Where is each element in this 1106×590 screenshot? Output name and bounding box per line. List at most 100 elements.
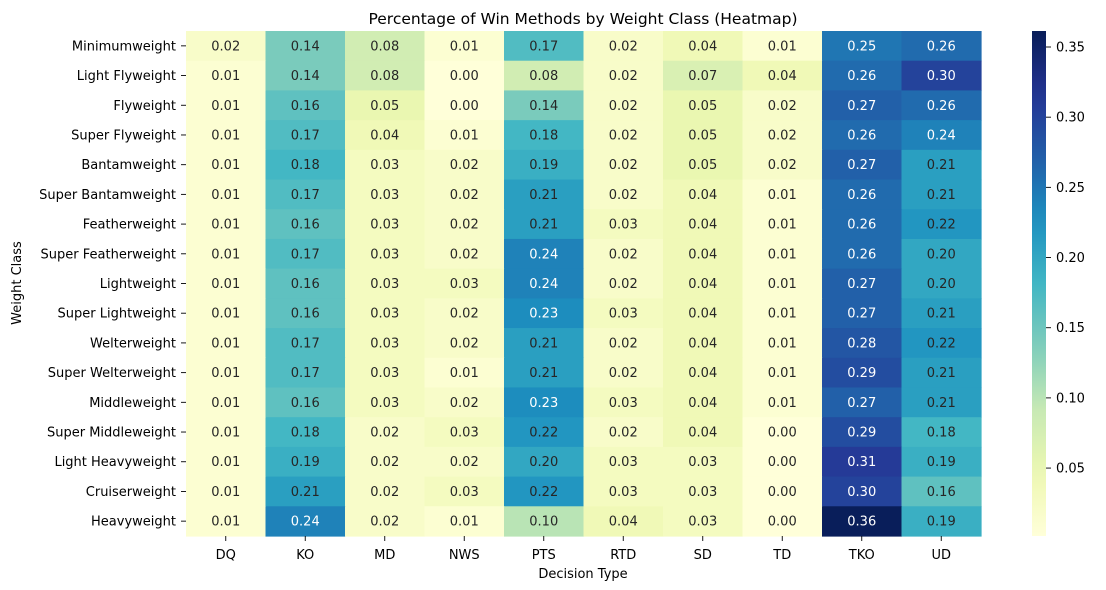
heatmap-cell [424,506,505,537]
cell-value-label: 0.03 [609,396,638,411]
heatmap-cell [663,238,744,270]
cell-value-label: 0.01 [211,247,240,262]
cell-value-label: 0.02 [370,485,399,500]
heatmap-cell [424,31,505,62]
cell-value-label: 0.04 [768,69,797,84]
cell-value-label: 0.00 [450,99,479,114]
cell-value-label: 0.01 [768,336,797,351]
cell-value-label: 0.01 [211,218,240,233]
cell-value-label: 0.24 [529,277,558,292]
heatmap-cell [265,298,346,329]
cell-value-label: 0.23 [529,396,558,411]
cell-value-label: 0.19 [291,455,320,470]
heatmap-cell [583,179,664,210]
x-axis-ticks: DQ KO MD NWS PTS RTD SD TD TKO UD [216,536,951,563]
y-tick-label: Bantamweight [81,158,176,173]
cell-value-label: 0.21 [529,188,558,203]
cell-value-label: 0.01 [768,366,797,381]
heatmap-cell [822,149,903,181]
heatmap-cell [186,149,267,181]
heatmap-cell [424,298,505,329]
cell-value-label: 0.01 [211,99,240,114]
cell-value-label: 0.26 [847,188,876,203]
y-tick-label: Welterweight [90,336,176,351]
cell-value-label: 0.02 [609,69,638,84]
heatmap-cell [424,387,505,418]
heatmap-cell [265,179,346,210]
heatmap-cell [822,446,903,478]
cell-value-labels: 0.02 0.14 0.08 0.01 0.17 0.02 0.04 0.01 0.25 0.26… [211,39,955,529]
cell-value-label: 0.01 [768,247,797,262]
cell-value-label: 0.03 [450,426,479,441]
heatmap-cell [583,328,664,359]
x-tick-label: MD [374,548,395,563]
heatmap-cell [186,357,267,389]
heatmap-cell [901,328,982,359]
heatmap-cell [504,90,585,121]
cell-value-label: 0.08 [529,69,558,84]
cell-value-label: 0.04 [688,218,717,233]
heatmap-cell [583,506,664,537]
heatmap-cell [583,149,664,181]
cell-value-label: 0.04 [688,307,717,322]
cell-value-label: 0.01 [211,455,240,470]
heatmap-cell [265,476,346,507]
cell-value-label: 0.22 [927,218,956,233]
heatmap-cell [663,417,744,448]
cell-value-label: 0.04 [688,277,717,292]
heatmap-cell [345,209,426,240]
heatmap-cell [186,90,267,121]
heatmap-cell [663,31,744,62]
cell-value-label: 0.05 [688,99,717,114]
heatmap-cell [742,179,823,210]
heatmap-cell [663,357,744,389]
heatmap-cell [742,238,823,270]
cell-value-label: 0.19 [529,158,558,173]
cell-value-label: 0.02 [370,515,399,530]
cell-value-label: 0.18 [529,128,558,143]
cell-value-label: 0.01 [211,396,240,411]
cell-value-label: 0.01 [211,307,240,322]
heatmap-cells [186,31,982,537]
heatmap-cell [504,238,585,270]
heatmap-cell [663,120,744,151]
cell-value-label: 0.26 [927,99,956,114]
cell-value-label: 0.02 [609,247,638,262]
cell-value-label: 0.02 [370,426,399,441]
heatmap-cell [742,298,823,329]
heatmap-cell [742,209,823,240]
cell-value-label: 0.03 [370,336,399,351]
cell-value-label: 0.02 [450,247,479,262]
cell-value-label: 0.01 [211,336,240,351]
heatmap-cell [822,268,903,299]
heatmap-cell [504,209,585,240]
heatmap-cell [424,209,505,240]
heatmap-cell [901,179,982,210]
heatmap-cell [901,387,982,418]
heatmap-cell [583,268,664,299]
cell-value-label: 0.21 [927,396,956,411]
cell-value-label: 0.21 [927,158,956,173]
heatmap-cell [583,90,664,121]
cell-value-label: 0.03 [688,515,717,530]
heatmap-cell [663,387,744,418]
heatmap-cell [265,31,346,62]
heatmap-cell [663,209,744,240]
cell-value-label: 0.21 [529,218,558,233]
heatmap-cell [504,417,585,448]
cell-value-label: 0.04 [688,247,717,262]
cell-value-label: 0.22 [529,485,558,500]
cell-value-label: 0.36 [847,515,876,530]
heatmap-cell [265,328,346,359]
heatmap-cell [663,179,744,210]
colorbar-gradient [1032,31,1046,536]
heatmap-cell [265,417,346,448]
cell-value-label: 0.01 [768,218,797,233]
heatmap-cell [742,328,823,359]
cell-value-label: 0.03 [688,485,717,500]
heatmap-cell [345,446,426,478]
chart-title: Percentage of Win Methods by Weight Clas… [368,10,797,28]
cell-value-label: 0.20 [927,277,956,292]
heatmap-cell [583,238,664,270]
heatmap-cell [424,268,505,299]
